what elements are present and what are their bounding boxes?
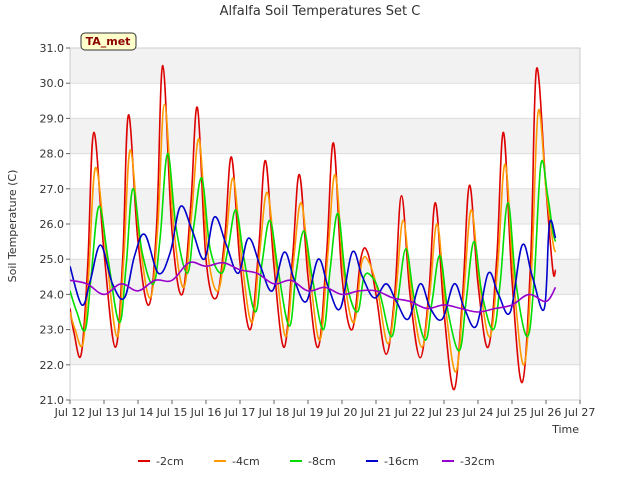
plot-band (70, 364, 580, 400)
y-tick-label: 24.0 (40, 288, 65, 301)
y-tick-label: 22.0 (40, 359, 65, 372)
x-tick-label: Jul 13 (88, 406, 120, 419)
plot-band (70, 329, 580, 365)
series-line-neg4cm (70, 103, 557, 373)
x-tick-label: Jul 15 (156, 406, 188, 419)
x-axis-label: Time (551, 423, 579, 436)
y-axis-label: Soil Temperature (C) (6, 170, 19, 283)
x-tick-label: Jul 26 (530, 406, 562, 419)
chart-title: Alfalfa Soil Temperatures Set C (220, 4, 421, 19)
legend-label: -2cm (156, 455, 184, 468)
x-tick-label: Jul 25 (496, 406, 528, 419)
y-tick-label: 25.0 (40, 253, 65, 266)
x-tick-label: Jul 19 (292, 406, 324, 419)
y-tick-label: 30.0 (40, 77, 65, 90)
plot-band (70, 83, 580, 119)
plot-band (70, 48, 580, 84)
legend-label: -4cm (232, 455, 260, 468)
legend-label: -32cm (460, 455, 495, 468)
series-line-neg2cm (70, 64, 557, 391)
x-tick-label: Jul 27 (564, 406, 596, 419)
series-line-neg32cm (70, 261, 557, 313)
badge-label: TA_met (86, 35, 131, 48)
x-tick-label: Jul 20 (326, 406, 358, 419)
legend: -2cm -4cm -8cm -16cm -32cm (138, 455, 495, 468)
plot-band (70, 118, 580, 154)
ta-met-badge: TA_met (80, 32, 137, 51)
plot-band (70, 188, 580, 224)
y-tick-label: 23.0 (40, 324, 65, 337)
legend-label: -16cm (384, 455, 419, 468)
y-tick-label: 31.0 (40, 42, 65, 55)
x-tick-label: Jul 23 (428, 406, 460, 419)
x-tick-label: Jul 16 (190, 406, 222, 419)
y-tick-label: 28.0 (40, 148, 65, 161)
x-tick-label: Jul 21 (360, 406, 392, 419)
y-tick-label: 27.0 (40, 183, 65, 196)
y-tick-label: 21.0 (40, 394, 65, 407)
x-tick-label: Jul 12 (54, 406, 86, 419)
series-layer (70, 64, 557, 391)
y-axis-ticks: 21.0 22.0 23.0 24.0 25.0 26.0 27.0 28.0 29.0 30.0… (40, 42, 70, 407)
y-tick-label: 29.0 (40, 112, 65, 125)
x-tick-label: Jul 14 (122, 406, 154, 419)
plot-band (70, 153, 580, 189)
x-tick-label: Jul 22 (394, 406, 426, 419)
legend-label: -8cm (308, 455, 336, 468)
series-line-neg16cm (70, 205, 557, 329)
x-tick-label: Jul 24 (462, 406, 494, 419)
y-tick-label: 26.0 (40, 218, 65, 231)
x-tick-label: Jul 17 (224, 406, 256, 419)
x-tick-label: Jul 18 (258, 406, 290, 419)
badge-box (80, 32, 137, 51)
x-axis-ticks: Jul 12 Jul 13 Jul 14 Jul 15 Jul 16 Jul 17 Jul … (54, 400, 596, 419)
